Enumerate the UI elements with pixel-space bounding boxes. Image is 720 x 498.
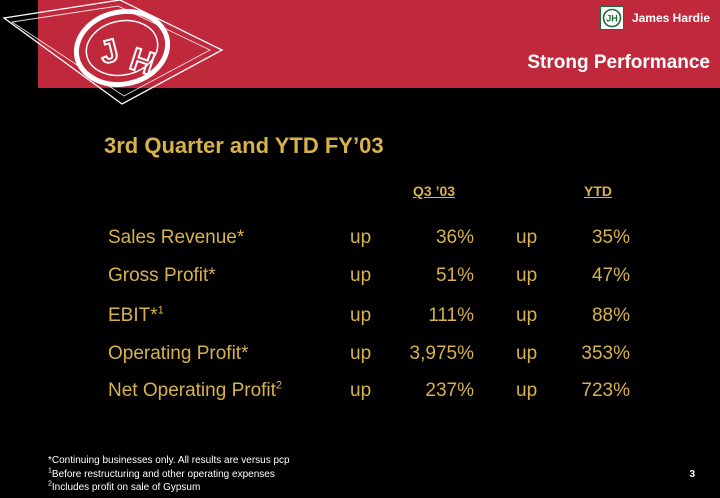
ytd-value: 88%	[591, 305, 630, 326]
brand-logo-icon: JH	[599, 6, 624, 30]
ytd-direction: up	[516, 265, 538, 286]
svg-text:JH: JH	[606, 14, 618, 24]
ytd-direction: up	[516, 380, 538, 401]
metric-label: Sales Revenue*	[108, 227, 245, 248]
ytd-direction: up	[516, 227, 538, 248]
table-row: EBIT*1 up 111% up 88%	[0, 305, 720, 331]
footnote-continuing: *Continuing businesses only. All results…	[48, 455, 290, 466]
ytd-value: 353%	[581, 343, 630, 364]
svg-text:H: H	[126, 40, 159, 81]
metric-label: Operating Profit*	[108, 343, 249, 364]
q3-direction: up	[350, 380, 372, 401]
metric-label: Net Operating Profit2	[108, 380, 282, 402]
q3-direction: up	[350, 227, 372, 248]
metric-footnote-marker: 2	[275, 379, 283, 392]
footnote-2: 2Includes profit on sale of Gypsum	[48, 480, 201, 493]
table-row: Sales Revenue* up 36% up 35%	[0, 227, 720, 253]
metric-footnote-marker: 1	[157, 304, 164, 317]
metric-text: Net Operating Profit	[108, 380, 276, 401]
ytd-value: 723%	[581, 380, 630, 401]
ytd-value: 47%	[591, 265, 630, 286]
svg-text:J: J	[96, 32, 122, 71]
metric-label: EBIT*1	[108, 305, 164, 327]
metric-text: EBIT*	[108, 305, 158, 326]
page-number: 3	[689, 469, 695, 480]
brand-lockup: JH James Hardie	[599, 5, 710, 31]
banner-title: Strong Performance	[527, 52, 710, 73]
column-header-q3: Q3 ’03	[413, 183, 456, 199]
table-row: Gross Profit* up 51% up 47%	[0, 265, 720, 291]
column-header-ytd: YTD	[584, 183, 612, 199]
q3-value: 237%	[425, 380, 474, 401]
q3-value: 3,975%	[409, 343, 474, 364]
table-row: Net Operating Profit2 up 237% up 723%	[0, 380, 720, 406]
slide-title: 3rd Quarter and YTD FY’03	[104, 133, 384, 158]
q3-value: 51%	[435, 265, 474, 286]
q3-direction: up	[350, 343, 372, 364]
brand-name: James Hardie	[631, 11, 710, 25]
footnotes: *Continuing businesses only. All results…	[48, 454, 290, 495]
ytd-direction: up	[516, 305, 538, 326]
metric-label: Gross Profit*	[108, 265, 216, 286]
footnote-1: 1Before restructuring and other operatin…	[48, 467, 275, 480]
ytd-direction: up	[516, 343, 538, 364]
q3-direction: up	[350, 305, 372, 326]
q3-value: 111%	[428, 305, 474, 326]
ytd-value: 35%	[591, 227, 630, 248]
jh-logo-watermark-icon: J H	[2, 0, 224, 105]
table-row: Operating Profit* up 3,975% up 353%	[0, 343, 720, 369]
q3-value: 36%	[435, 227, 474, 248]
q3-direction: up	[350, 265, 372, 286]
